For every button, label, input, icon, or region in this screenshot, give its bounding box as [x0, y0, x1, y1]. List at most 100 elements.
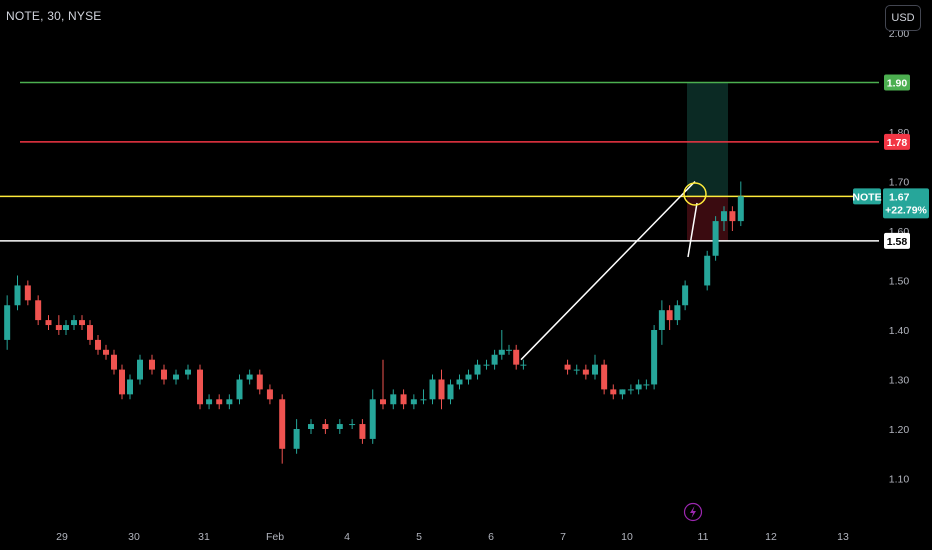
candle	[63, 320, 69, 335]
candle-body	[506, 350, 512, 351]
candle-body	[448, 384, 454, 399]
candle-body	[149, 360, 155, 370]
candle	[619, 389, 625, 399]
candle-body	[721, 211, 727, 221]
candle	[137, 355, 143, 385]
candle	[25, 281, 31, 306]
candle	[565, 360, 571, 375]
candle-body	[359, 424, 365, 439]
candle	[499, 330, 505, 360]
candle	[430, 375, 436, 405]
candle-body	[636, 384, 642, 389]
candle-body	[411, 399, 417, 404]
x-tick-label: 5	[416, 531, 422, 543]
candles	[4, 182, 744, 464]
candle-body	[492, 355, 498, 365]
candle	[411, 394, 417, 409]
candle-body	[206, 399, 212, 404]
candle	[185, 365, 191, 380]
y-tick-label: 1.40	[889, 325, 910, 337]
candle-body	[674, 305, 680, 320]
candle-body	[601, 365, 607, 390]
candle	[574, 365, 580, 375]
candle-body	[610, 389, 616, 394]
candle	[457, 375, 463, 390]
candle-body	[4, 305, 10, 340]
lightning-bolt-icon[interactable]	[685, 504, 702, 521]
candle-body	[127, 380, 133, 395]
x-tick-label: 12	[765, 531, 777, 543]
candle	[674, 300, 680, 325]
candle	[492, 350, 498, 370]
candle	[46, 315, 52, 330]
candle-body	[137, 360, 143, 380]
candle-body	[651, 330, 657, 384]
candle	[87, 320, 93, 345]
currency-button[interactable]: USD	[885, 5, 921, 31]
candle	[421, 389, 427, 404]
candle	[484, 360, 490, 370]
candle	[380, 360, 386, 410]
candle	[173, 370, 179, 385]
candle	[349, 419, 355, 429]
candle-body	[370, 399, 376, 439]
candle	[197, 365, 203, 410]
candle-body	[87, 325, 93, 340]
candle	[601, 360, 607, 395]
candle	[475, 360, 481, 380]
trend-line	[521, 182, 695, 360]
candle	[667, 305, 673, 330]
candle	[79, 315, 85, 330]
candle	[704, 251, 710, 291]
candle-body	[237, 380, 243, 400]
candle-body	[574, 370, 580, 371]
candle-body	[111, 355, 117, 370]
candle-body	[499, 350, 505, 355]
candle	[206, 394, 212, 409]
candle-body	[337, 424, 343, 429]
x-tick-label: Feb	[266, 531, 284, 543]
price-tags: 1.901.781.58NOTE 1.67+22.79%	[852, 75, 929, 249]
candle	[643, 380, 649, 390]
candle-body	[390, 394, 396, 404]
candle	[103, 345, 109, 360]
candle-body	[308, 424, 314, 429]
candle-body	[659, 310, 665, 330]
candle-body	[466, 375, 472, 380]
x-tick-label: 6	[488, 531, 494, 543]
candle	[466, 370, 472, 385]
candle-body	[704, 256, 710, 286]
candle-body	[216, 399, 222, 404]
candle	[729, 206, 735, 231]
candle	[659, 300, 665, 345]
candle-body	[619, 389, 625, 394]
candle	[279, 394, 285, 463]
x-tick-label: 7	[560, 531, 566, 543]
candle-body	[103, 350, 109, 355]
candle-body	[628, 389, 634, 390]
candle	[682, 281, 688, 311]
stop-price-tag-text: 1.78	[887, 137, 908, 149]
candle	[15, 276, 21, 311]
candle	[610, 384, 616, 399]
candle	[35, 295, 41, 325]
candle-body	[592, 365, 598, 375]
candle	[161, 365, 167, 385]
candle-body	[25, 285, 31, 300]
candle-body	[484, 365, 490, 366]
candle	[636, 380, 642, 395]
change-tag-text: +22.79%	[885, 204, 927, 216]
candle	[370, 389, 376, 443]
x-tick-label: 13	[837, 531, 849, 543]
candle	[111, 350, 117, 375]
candle	[322, 419, 328, 434]
candle-body	[475, 365, 481, 375]
candle-body	[457, 380, 463, 385]
candle	[4, 295, 10, 349]
candle-body	[380, 399, 386, 404]
candle-body	[197, 370, 203, 405]
drawings	[521, 182, 706, 360]
y-tick-label: 1.30	[889, 375, 910, 387]
marker-bolt	[690, 506, 696, 518]
